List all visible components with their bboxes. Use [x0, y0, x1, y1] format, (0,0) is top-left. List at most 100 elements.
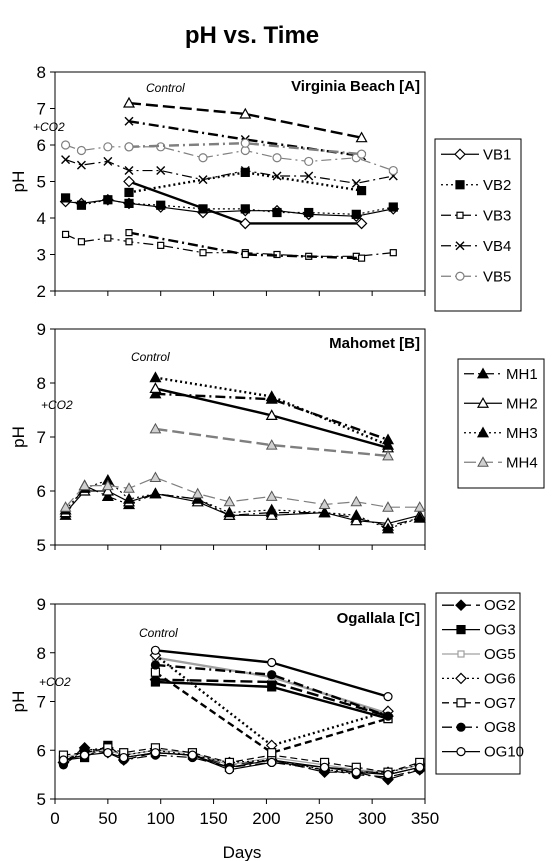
data-point: [265, 503, 278, 515]
data-point: [272, 207, 282, 218]
series-line-control: [128, 171, 362, 194]
y-tick-label: 7: [37, 428, 46, 447]
legend-box: [435, 592, 521, 775]
x-tick-label: 200: [252, 809, 280, 828]
series-line-control: [155, 376, 389, 447]
legend-marker: [456, 722, 466, 732]
y-axis-label: pH: [9, 691, 28, 713]
legend-label: VB5: [483, 268, 511, 285]
legend-label: MH2: [506, 395, 538, 412]
data-point-b: [198, 175, 208, 185]
x-tick-label: 50: [98, 809, 117, 828]
data-point: [241, 250, 249, 259]
y-tick-label: 5: [37, 790, 46, 809]
data-point: [350, 509, 363, 520]
data-point: [104, 234, 112, 242]
data-point: [355, 131, 368, 143]
series-vb4: [61, 116, 398, 188]
legend-label: OG7: [484, 695, 516, 712]
y-tick-label: 3: [37, 246, 46, 265]
legend-marker: [456, 624, 466, 635]
y-tick-label: 9: [37, 595, 46, 614]
data-point: [191, 487, 204, 499]
data-point: [381, 438, 395, 450]
series-line-co2: [65, 484, 420, 527]
data-point: [388, 165, 398, 176]
x-tick-label: 350: [411, 809, 439, 828]
data-point-b: [240, 166, 250, 176]
x-axis-label: Days: [223, 843, 262, 861]
data-point: [382, 449, 394, 461]
legend-marker: [455, 599, 467, 612]
series-line-co2: [65, 144, 394, 172]
data-point: [77, 238, 86, 246]
legend-label: MH4: [506, 454, 538, 471]
panel-title: Virginia Beach [A]: [291, 78, 420, 95]
panel-2: 5 6 7 8 9 0 50 100 150 200 250 300 350 pH Ogallala [C]…: [9, 592, 524, 828]
data-point: [156, 200, 166, 210]
data-point: [240, 204, 250, 214]
data-point: [101, 490, 114, 501]
data-point: [415, 762, 425, 772]
data-point: [150, 748, 161, 758]
data-point: [122, 492, 136, 504]
y-tick-label: 8: [37, 63, 46, 82]
data-point: [265, 490, 278, 501]
co2-label: +CO2: [39, 675, 71, 689]
data-point: [124, 142, 134, 152]
legend-marker: [456, 211, 464, 219]
data-point: [240, 138, 250, 148]
y-tick-label: 7: [37, 100, 46, 119]
legend-marker: [477, 456, 489, 467]
legend-marker: [455, 271, 465, 281]
series-line-control: [154, 671, 389, 755]
data-point: [351, 767, 361, 777]
data-point-b: [76, 160, 86, 170]
data-point: [76, 200, 87, 210]
legend-marker: [456, 698, 466, 708]
data-point: [79, 750, 90, 760]
legend-label: OG10: [484, 744, 524, 761]
data-point: [150, 677, 161, 687]
data-point-b: [124, 166, 134, 176]
data-point: [124, 187, 134, 198]
legend-marker: [455, 672, 467, 685]
data-point: [240, 167, 250, 177]
data-point: [102, 479, 114, 491]
data-point: [60, 193, 71, 203]
legend-marker: [456, 746, 466, 757]
co2-label: +CO2: [41, 398, 73, 412]
control-label: Control: [131, 350, 170, 364]
co2-label: +CO2: [33, 120, 65, 134]
series-line-co2: [65, 490, 420, 525]
series-og10: [58, 645, 425, 780]
control-label: Control: [146, 81, 185, 95]
series-vb5: [60, 138, 398, 176]
x-tick-label: 150: [199, 809, 227, 828]
y-tick-label: 7: [37, 693, 46, 712]
legend-label: MH3: [506, 425, 538, 442]
x-tick-label: 100: [147, 809, 175, 828]
data-point: [319, 762, 330, 772]
data-point: [272, 153, 282, 163]
data-point: [383, 711, 393, 721]
data-point: [350, 495, 363, 507]
y-tick-label: 6: [37, 136, 46, 155]
data-point-b: [304, 171, 314, 181]
data-point: [123, 175, 135, 188]
data-point: [223, 495, 236, 507]
data-point: [239, 107, 252, 119]
legend-marker-b: [455, 241, 465, 251]
data-point: [150, 645, 161, 655]
series-unlabeled-5: [122, 96, 368, 143]
data-point: [383, 770, 393, 780]
data-point: [60, 140, 71, 150]
data-point: [267, 757, 277, 768]
panel-title: Ogallala [C]: [337, 610, 420, 627]
y-axis-label: pH: [9, 171, 28, 193]
data-point-b: [124, 116, 134, 126]
series-line-control: [155, 427, 389, 458]
data-point: [265, 509, 278, 520]
